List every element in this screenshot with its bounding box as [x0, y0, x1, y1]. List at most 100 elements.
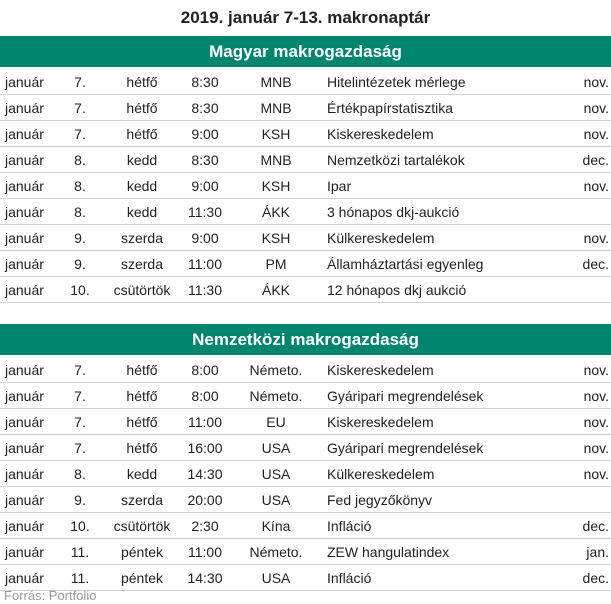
- source-cell: EU: [266, 414, 286, 430]
- table-row: január 7. hétfő 8:30 MNB Értékpapírstatisztik…: [0, 95, 611, 121]
- day-cell: 7.: [74, 440, 86, 456]
- source-cell: USA: [261, 440, 291, 456]
- event-cell: Infláció: [327, 518, 372, 534]
- period-cell: nov.: [583, 362, 609, 378]
- weekday-cell: csütörtök: [113, 518, 171, 534]
- time-cell: 14:30: [187, 466, 223, 482]
- period-cell: nov.: [583, 388, 609, 404]
- month-cell: január: [5, 282, 44, 298]
- event-cell: 3 hónapos dkj-aukció: [327, 204, 460, 220]
- weekday-cell: hétfő: [126, 126, 158, 142]
- table-row: január 7. hétfő 9:00 KSH Kiskereskedelem nov.: [0, 121, 611, 147]
- month-cell: január: [5, 178, 44, 194]
- period-cell: nov.: [583, 230, 609, 246]
- source-cell: MNB: [260, 74, 292, 90]
- period-cell: nov.: [583, 178, 609, 194]
- event-cell: Infláció: [327, 570, 372, 586]
- table-row: január 7. hétfő 16:00 USA Gyáripari megrendel…: [0, 435, 611, 461]
- time-cell: 11:00: [188, 256, 222, 272]
- source-cell: KSH: [261, 230, 291, 246]
- month-cell: január: [5, 362, 44, 378]
- time-cell: 8:00: [191, 362, 219, 378]
- day-cell: 7.: [74, 388, 86, 404]
- source-cell: MNB: [260, 100, 292, 116]
- period-cell: nov.: [583, 126, 609, 142]
- weekday-cell: péntek: [120, 570, 164, 586]
- event-cell: Államháztartási egyenleg: [327, 256, 484, 272]
- month-cell: január: [5, 388, 44, 404]
- table-row: január 8. kedd 8:30 MNB Nemzetközi tartalékok…: [0, 147, 611, 173]
- weekday-cell: szerda: [120, 256, 164, 272]
- month-cell: január: [5, 152, 44, 168]
- period-cell: nov.: [583, 74, 609, 90]
- weekday-cell: szerda: [120, 230, 164, 246]
- event-cell: Kiskereskedelem: [327, 126, 434, 142]
- weekday-cell: kedd: [126, 178, 158, 194]
- event-cell: ZEW hangulatindex: [327, 544, 450, 560]
- day-cell: 8.: [74, 152, 86, 168]
- weekday-cell: hétfő: [126, 414, 158, 430]
- weekday-cell: hétfő: [126, 440, 158, 456]
- source-note: Forrás: Portfolio: [4, 588, 97, 603]
- event-cell: 12 hónapos dkj aukció: [327, 282, 467, 298]
- month-cell: január: [5, 544, 44, 560]
- day-cell: 9.: [74, 492, 86, 508]
- event-cell: Ipar: [327, 178, 352, 194]
- section-heading: Magyar makrogazdaság: [0, 36, 611, 67]
- month-cell: január: [5, 126, 44, 142]
- table-row: január 7. hétfő 8:00 Németo. Gyáripari megren…: [0, 383, 611, 409]
- time-cell: 9:00: [191, 126, 219, 142]
- weekday-cell: hétfő: [126, 388, 158, 404]
- time-cell: 8:30: [191, 152, 219, 168]
- day-cell: 8.: [74, 204, 86, 220]
- time-cell: 8:30: [191, 74, 219, 90]
- time-cell: 9:00: [191, 230, 219, 246]
- source-cell: ÁKK: [261, 282, 290, 298]
- weekday-cell: hétfő: [126, 74, 158, 90]
- event-cell: Külkereskedelem: [327, 466, 435, 482]
- weekday-cell: hétfő: [126, 362, 158, 378]
- time-cell: 14:30: [187, 570, 223, 586]
- page-title: 2019. január 7-13. makronaptár: [180, 8, 431, 27]
- source-cell: KSH: [261, 178, 291, 194]
- month-cell: január: [5, 100, 44, 116]
- event-cell: Kiskereskedelem: [327, 362, 434, 378]
- day-cell: 7.: [74, 414, 86, 430]
- table-row: január 10. csütörtök 2:30 Kína Infláció dec.: [0, 513, 611, 539]
- month-cell: január: [5, 204, 44, 220]
- weekday-cell: kedd: [126, 204, 158, 220]
- section-heading: Nemzetközi makrogazdaság: [0, 324, 611, 355]
- table-row: január 8. kedd 11:30 ÁKK 3 hónapos dkj-aukció: [0, 199, 611, 225]
- month-cell: január: [5, 570, 44, 586]
- day-cell: 8.: [74, 178, 86, 194]
- table-row: január 9. szerda 20:00 USA Fed jegyzőkönyv: [0, 487, 611, 513]
- event-cell: Kiskereskedelem: [327, 414, 434, 430]
- source-cell: USA: [261, 570, 291, 586]
- event-cell: Gyáripari megrendelések: [327, 388, 484, 404]
- time-cell: 11:00: [188, 414, 222, 430]
- weekday-cell: péntek: [120, 544, 164, 560]
- table-row: január 11. péntek 14:30 USA Infláció dec.: [0, 565, 611, 591]
- event-cell: Gyáripari megrendelések: [327, 440, 484, 456]
- day-cell: 7.: [74, 126, 86, 142]
- period-cell: dec.: [582, 152, 609, 168]
- day-cell: 10.: [70, 282, 90, 298]
- source-cell: USA: [261, 492, 291, 508]
- weekday-cell: hétfő: [126, 100, 158, 116]
- period-cell: nov.: [583, 414, 609, 430]
- source-cell: KSH: [261, 126, 291, 142]
- month-cell: január: [5, 518, 44, 534]
- event-cell: Fed jegyzőkönyv: [327, 492, 433, 508]
- day-cell: 7.: [74, 74, 86, 90]
- source-cell: Németo.: [249, 362, 303, 378]
- table-row: január 7. hétfő 8:30 MNB Hitelintézetek mérle…: [0, 69, 611, 95]
- event-cell: Hitelintézetek mérlege: [327, 74, 466, 90]
- table-row: január 8. kedd 9:00 KSH Ipar nov.: [0, 173, 611, 199]
- table-row: január 9. szerda 11:00 PM Államháztartási egy…: [0, 251, 611, 277]
- event-cell: Nemzetközi tartalékok: [327, 152, 465, 168]
- source-cell: Kína: [261, 518, 291, 534]
- month-cell: január: [5, 414, 44, 430]
- period-cell: nov.: [583, 440, 609, 456]
- table-row: január 7. hétfő 11:00 EU Kiskereskedelem nov.: [0, 409, 611, 435]
- month-cell: január: [5, 440, 44, 456]
